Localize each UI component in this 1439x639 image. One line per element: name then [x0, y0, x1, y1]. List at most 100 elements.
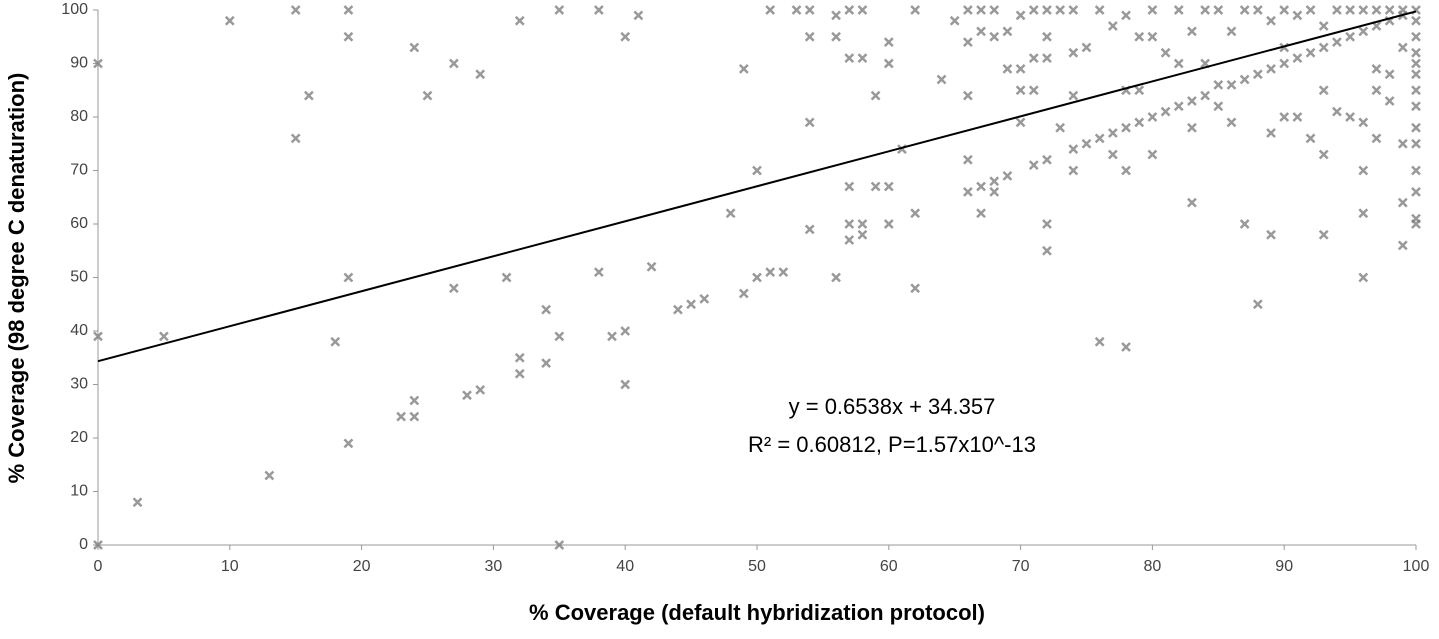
point — [976, 26, 986, 37]
point — [1358, 26, 1369, 37]
y-tick-label: 10 — [70, 483, 88, 500]
point — [1266, 229, 1276, 240]
point — [804, 5, 815, 15]
point — [541, 304, 552, 315]
point — [686, 299, 696, 310]
trend-equation: y = 0.6538x + 34.357 — [789, 394, 996, 419]
point — [1134, 117, 1145, 128]
point — [620, 326, 631, 336]
point — [1397, 138, 1408, 149]
x-tick-label: 40 — [616, 558, 634, 575]
x-tick-label: 10 — [221, 558, 239, 575]
point — [936, 74, 947, 85]
point — [673, 304, 683, 315]
point — [1107, 149, 1118, 160]
point — [1055, 122, 1066, 133]
point — [1121, 342, 1131, 352]
point — [1134, 31, 1145, 42]
y-tick-label: 100 — [61, 1, 88, 18]
point — [93, 540, 103, 550]
x-tick-label: 80 — [1144, 558, 1162, 575]
point — [804, 117, 815, 128]
point — [1411, 69, 1421, 80]
point — [646, 261, 657, 272]
point — [910, 208, 921, 219]
point — [857, 5, 868, 15]
point — [1318, 149, 1329, 160]
point — [1279, 112, 1290, 122]
point — [804, 224, 815, 235]
point — [1305, 47, 1316, 58]
point — [620, 31, 631, 42]
x-axis-title: % Coverage (default hybridization protoc… — [529, 600, 985, 625]
y-tick-label: 70 — [70, 162, 88, 179]
point — [1068, 5, 1079, 15]
point — [1094, 133, 1105, 144]
point — [1042, 219, 1052, 229]
point — [330, 336, 341, 347]
point — [514, 352, 525, 363]
point — [1318, 21, 1329, 31]
point — [1042, 31, 1052, 42]
point — [1384, 96, 1395, 106]
point — [1015, 85, 1026, 96]
point — [1200, 90, 1211, 101]
point — [1345, 31, 1355, 42]
point — [1371, 133, 1382, 144]
point — [949, 15, 960, 26]
point — [1345, 5, 1355, 15]
point — [883, 37, 894, 47]
y-tick-label: 0 — [79, 536, 88, 553]
point — [989, 187, 1000, 197]
point — [1239, 5, 1250, 15]
point — [870, 90, 881, 101]
point — [1371, 63, 1382, 74]
point — [962, 37, 973, 47]
point — [1384, 5, 1395, 15]
point — [1411, 138, 1421, 149]
y-tick-label: 90 — [70, 55, 88, 72]
point — [514, 368, 525, 379]
point — [1318, 85, 1329, 96]
point — [1305, 133, 1316, 144]
point — [1411, 101, 1421, 112]
y-tick-label: 80 — [70, 108, 88, 125]
point — [844, 219, 855, 229]
y-tick-label: 60 — [70, 215, 88, 232]
point — [343, 5, 354, 15]
point — [699, 294, 710, 304]
point — [620, 379, 631, 390]
point — [831, 10, 841, 21]
point — [1252, 69, 1263, 80]
point — [409, 42, 420, 53]
point — [989, 5, 1000, 15]
y-tick-label: 30 — [70, 376, 88, 393]
point — [554, 5, 565, 15]
point — [1292, 112, 1303, 122]
point — [1042, 53, 1052, 64]
point — [1226, 80, 1237, 90]
point — [1213, 101, 1224, 112]
point — [1252, 5, 1263, 15]
point — [1173, 58, 1184, 69]
point — [1371, 5, 1382, 15]
point — [976, 181, 986, 192]
point — [1121, 122, 1131, 133]
point — [1411, 58, 1421, 69]
point — [1397, 42, 1408, 53]
point — [1147, 112, 1158, 122]
point — [910, 5, 921, 15]
point — [962, 187, 973, 197]
point — [1068, 47, 1079, 58]
point — [93, 58, 103, 69]
point — [804, 31, 815, 42]
point — [791, 5, 802, 15]
point — [1028, 160, 1039, 171]
point — [343, 438, 354, 449]
point — [1015, 10, 1026, 21]
point — [1411, 15, 1421, 26]
point — [409, 411, 420, 422]
point — [752, 272, 762, 283]
point — [883, 58, 894, 69]
